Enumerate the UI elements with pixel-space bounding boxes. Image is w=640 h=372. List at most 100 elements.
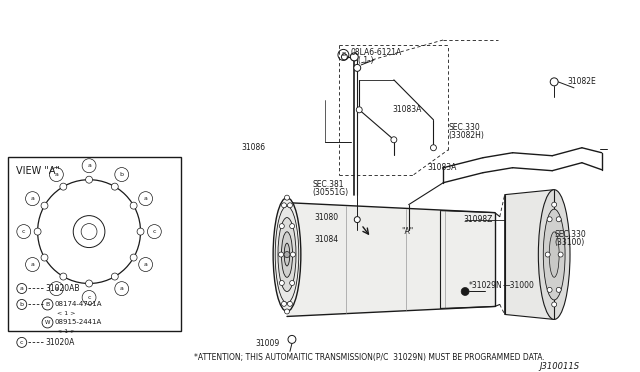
Circle shape xyxy=(285,309,289,314)
Circle shape xyxy=(86,176,93,183)
Text: *31029N: *31029N xyxy=(469,281,503,290)
Text: a: a xyxy=(144,196,148,201)
Text: 08915-2441A: 08915-2441A xyxy=(54,320,102,326)
Circle shape xyxy=(130,202,137,209)
Circle shape xyxy=(34,228,41,235)
Circle shape xyxy=(356,107,362,113)
Circle shape xyxy=(111,273,118,280)
Text: SEC.330: SEC.330 xyxy=(554,230,586,239)
Ellipse shape xyxy=(543,209,565,300)
Circle shape xyxy=(552,302,557,307)
Text: (30551G): (30551G) xyxy=(313,188,349,197)
Text: (33100): (33100) xyxy=(554,238,584,247)
Text: c: c xyxy=(87,295,91,300)
Text: 31098Z: 31098Z xyxy=(463,215,493,224)
Circle shape xyxy=(280,224,284,229)
Circle shape xyxy=(278,252,284,257)
Circle shape xyxy=(350,53,358,61)
Circle shape xyxy=(287,301,292,306)
Text: c: c xyxy=(22,229,26,234)
Text: W: W xyxy=(45,320,51,325)
Text: 31084: 31084 xyxy=(315,235,339,244)
Circle shape xyxy=(41,202,48,209)
Ellipse shape xyxy=(273,198,301,311)
Text: 31009: 31009 xyxy=(255,339,280,348)
Text: c: c xyxy=(152,229,156,234)
Circle shape xyxy=(558,252,563,257)
Text: B: B xyxy=(341,52,346,57)
Text: 31020AB: 31020AB xyxy=(45,284,80,293)
Text: 31083A: 31083A xyxy=(428,163,457,172)
Circle shape xyxy=(60,183,67,190)
Circle shape xyxy=(552,202,557,207)
Circle shape xyxy=(431,145,436,151)
Text: 31086: 31086 xyxy=(241,143,266,152)
Text: a: a xyxy=(54,286,58,291)
Circle shape xyxy=(354,64,361,71)
Text: a: a xyxy=(120,286,124,291)
Circle shape xyxy=(111,183,118,190)
Circle shape xyxy=(545,252,550,257)
Text: *ATTENTION; THIS AUTOMAITIC TRANSMISSION(P/C  31029N) MUST BE PROGRAMMED DATA.: *ATTENTION; THIS AUTOMAITIC TRANSMISSION… xyxy=(194,353,545,362)
Ellipse shape xyxy=(284,243,290,266)
Text: —31000: —31000 xyxy=(503,281,534,290)
Text: VIEW "A": VIEW "A" xyxy=(16,166,60,176)
Text: SEC.330: SEC.330 xyxy=(448,123,480,132)
Circle shape xyxy=(290,280,294,285)
Text: < 1 >: < 1 > xyxy=(58,329,76,334)
Text: 31083A: 31083A xyxy=(393,105,422,114)
Text: 31020A: 31020A xyxy=(45,338,75,347)
Circle shape xyxy=(284,251,290,257)
FancyBboxPatch shape xyxy=(8,157,181,331)
Ellipse shape xyxy=(282,232,292,277)
Text: a: a xyxy=(31,262,35,267)
Circle shape xyxy=(130,254,137,261)
Text: a: a xyxy=(144,262,148,267)
Circle shape xyxy=(341,54,348,60)
Circle shape xyxy=(461,288,469,295)
Text: a: a xyxy=(54,172,58,177)
Text: 31082E: 31082E xyxy=(567,77,596,86)
Circle shape xyxy=(282,301,287,306)
Circle shape xyxy=(60,273,67,280)
Circle shape xyxy=(285,195,289,200)
Circle shape xyxy=(288,336,296,343)
Text: a: a xyxy=(87,163,91,168)
Circle shape xyxy=(290,224,294,229)
Circle shape xyxy=(86,280,93,287)
Ellipse shape xyxy=(278,218,296,292)
Circle shape xyxy=(391,137,397,143)
Circle shape xyxy=(287,203,292,208)
Circle shape xyxy=(556,217,561,222)
Circle shape xyxy=(547,217,552,222)
Circle shape xyxy=(547,287,552,292)
Ellipse shape xyxy=(549,232,559,277)
Text: c: c xyxy=(20,340,24,345)
Text: 08174-4701A: 08174-4701A xyxy=(54,301,102,308)
Circle shape xyxy=(41,254,48,261)
Text: a: a xyxy=(31,196,35,201)
Text: "A": "A" xyxy=(401,227,413,236)
Text: (33082H): (33082H) xyxy=(448,131,484,140)
Text: B: B xyxy=(45,302,50,307)
Text: SEC.381: SEC.381 xyxy=(313,180,344,189)
Polygon shape xyxy=(505,190,554,320)
Circle shape xyxy=(282,203,287,208)
Ellipse shape xyxy=(538,190,570,320)
Text: b: b xyxy=(120,172,124,177)
Text: 31080: 31080 xyxy=(315,213,339,222)
Polygon shape xyxy=(287,203,495,317)
Text: b: b xyxy=(20,302,24,307)
Text: 08LA6-6121A: 08LA6-6121A xyxy=(350,48,401,57)
Circle shape xyxy=(550,78,558,86)
Circle shape xyxy=(280,280,284,285)
Circle shape xyxy=(355,217,360,222)
Circle shape xyxy=(556,287,561,292)
Ellipse shape xyxy=(275,206,299,303)
Text: < 1 >: < 1 > xyxy=(58,311,76,316)
Circle shape xyxy=(291,252,296,257)
Text: a: a xyxy=(20,286,24,291)
Circle shape xyxy=(137,228,144,235)
Text: J310011S: J310011S xyxy=(540,362,579,371)
Text: ( 1 ): ( 1 ) xyxy=(358,57,374,65)
